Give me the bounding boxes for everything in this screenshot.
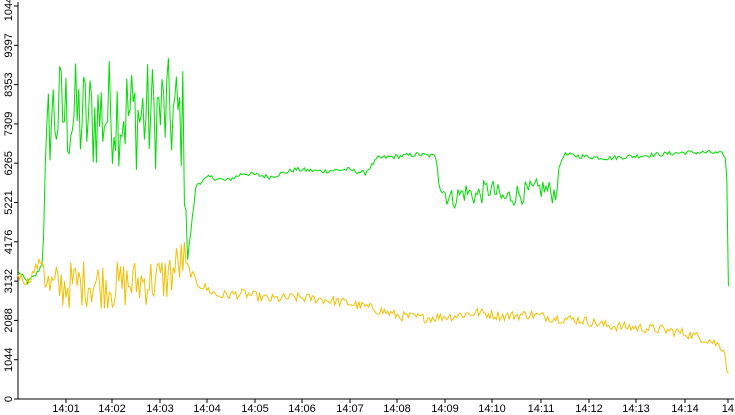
x-tick-label: 14:13 xyxy=(622,403,650,415)
y-tick-label: 6265 xyxy=(3,151,15,175)
x-tick-label: 14:11 xyxy=(528,403,555,415)
series-line-1 xyxy=(17,58,729,287)
y-tick-label: 0 xyxy=(3,396,15,402)
y-tick-label: 4176 xyxy=(3,230,15,254)
y-tick-label: 7309 xyxy=(3,112,15,136)
x-tick-label: 14:10 xyxy=(478,403,506,415)
x-tick-label: 14:07 xyxy=(336,403,364,415)
x-tick-label: 14:14 xyxy=(671,403,699,415)
y-tick-label: 8353 xyxy=(3,72,15,96)
x-tick-label: 14:04 xyxy=(193,403,221,415)
x-tick-label: 14:03 xyxy=(146,403,174,415)
series-line-2 xyxy=(17,242,729,374)
x-tick-label: 14:02 xyxy=(98,403,126,415)
x-tick-label: 14:05 xyxy=(241,403,269,415)
y-tick-label: 5221 xyxy=(3,190,15,214)
y-tick-label: 2088 xyxy=(3,308,15,332)
x-axis: 14:01 14:02 14:03 14:04 14:05 14:06 14:07 14:08… xyxy=(18,398,734,415)
y-tick-label: 10442 xyxy=(3,0,15,21)
x-tick-label: 14:01 xyxy=(52,403,80,415)
plot-area xyxy=(17,58,729,374)
x-tick-label: 14:06 xyxy=(288,403,316,415)
y-axis: 0 1044 2088 3132 4176 5221 6265 7309 8353 9397 104… xyxy=(3,0,19,402)
x-tick-label: 14:08 xyxy=(383,403,411,415)
y-tick-label: 9397 xyxy=(3,33,15,57)
y-tick-label: 1044 xyxy=(3,347,15,371)
x-tick-label: 14:12 xyxy=(575,403,603,415)
x-tick-label: 14:09 xyxy=(431,403,459,415)
y-tick-label: 3132 xyxy=(3,269,15,293)
x-tick-label: 14 xyxy=(722,403,734,415)
